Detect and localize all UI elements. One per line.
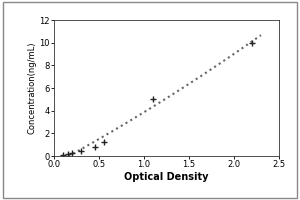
Y-axis label: Concentration(ng/mL): Concentration(ng/mL) bbox=[28, 42, 37, 134]
X-axis label: Optical Density: Optical Density bbox=[124, 172, 209, 182]
